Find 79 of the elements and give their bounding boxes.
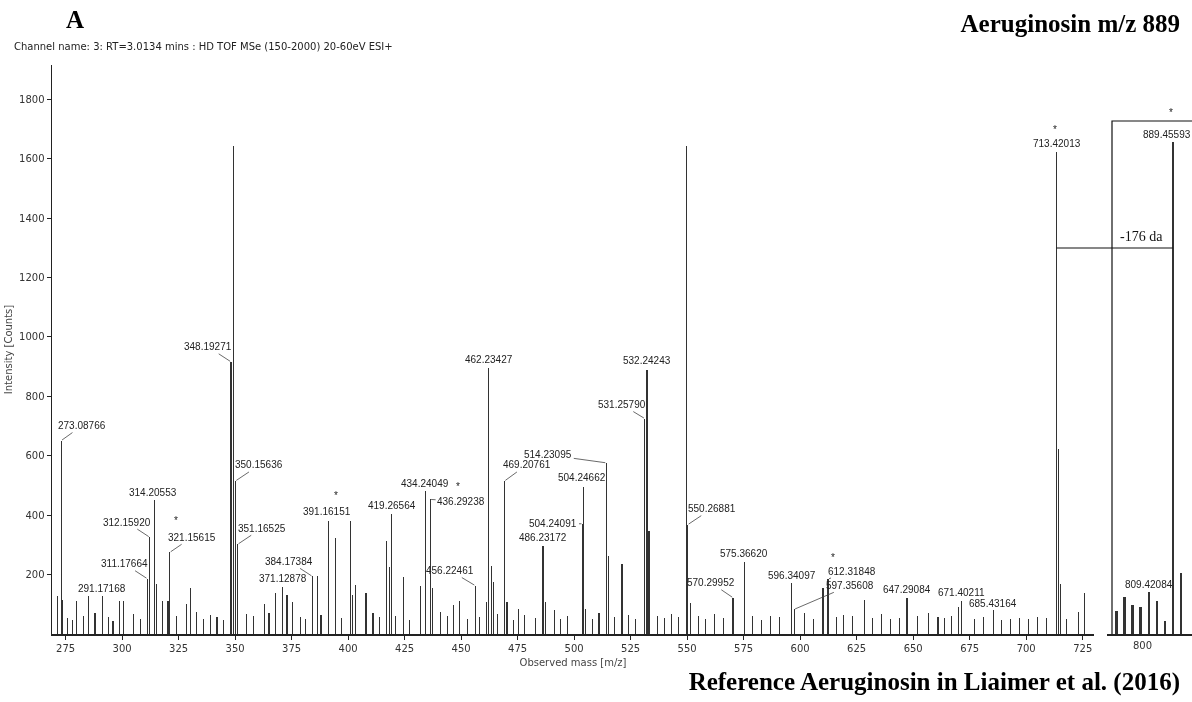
bar bbox=[1123, 597, 1126, 634]
x-tick-label: 300 bbox=[112, 642, 132, 654]
x-tick-label: 525 bbox=[621, 642, 641, 654]
text: 800 bbox=[1133, 640, 1153, 651]
annotation: 312.15920 bbox=[103, 517, 151, 528]
annotation: 371.12878 bbox=[259, 573, 307, 584]
x-tick-label: 325 bbox=[169, 642, 189, 654]
annotation: 550.26881 bbox=[688, 503, 736, 514]
x-tick-label: 625 bbox=[847, 642, 867, 654]
annotation: 647.29084 bbox=[883, 584, 931, 595]
x-tick-label: 425 bbox=[395, 642, 415, 654]
x-tick-label: 400 bbox=[338, 642, 358, 654]
annotation: 419.26564 bbox=[368, 500, 416, 511]
x-tick-label: 475 bbox=[508, 642, 528, 654]
y-tick-label: 1000 bbox=[19, 331, 45, 343]
y-tick-label: 1600 bbox=[19, 153, 45, 165]
annotation: * bbox=[1169, 107, 1173, 118]
annotation: * bbox=[831, 552, 835, 563]
annotation: 462.23427 bbox=[465, 354, 513, 365]
annotation: 504.24091 bbox=[529, 518, 577, 529]
x-tick-label: 350 bbox=[225, 642, 245, 654]
annotation: 531.25790 bbox=[598, 399, 646, 410]
y-tick-label: 400 bbox=[25, 509, 45, 521]
annotation: 469.20761 bbox=[503, 459, 551, 470]
x-tick-label: 725 bbox=[1073, 642, 1093, 654]
annotation: * bbox=[1053, 124, 1057, 135]
annotation: * bbox=[456, 481, 460, 492]
y-tick-label: 200 bbox=[25, 569, 45, 581]
x-tick-label: 600 bbox=[790, 642, 810, 654]
y-axis-title: Intensity [Counts] bbox=[3, 304, 15, 395]
x-tick-label: 700 bbox=[1016, 642, 1036, 654]
annotation: 436.29238 bbox=[437, 496, 485, 507]
text: A bbox=[66, 6, 85, 34]
annotation: 348.19271 bbox=[184, 341, 232, 352]
x-tick-label: 375 bbox=[282, 642, 302, 654]
bar bbox=[1115, 611, 1118, 634]
annotation: 486.23172 bbox=[519, 532, 567, 543]
annotation: 685.43164 bbox=[969, 598, 1017, 609]
annotation: 311.17664 bbox=[101, 558, 148, 569]
annotation: 713.42013 bbox=[1033, 138, 1081, 149]
annotation: * bbox=[334, 490, 338, 501]
annotation: 273.08766 bbox=[58, 420, 106, 431]
annotation: 314.20553 bbox=[129, 487, 177, 498]
annotation: 612.31848 bbox=[828, 566, 876, 577]
annotation: 671.40211 bbox=[938, 587, 985, 598]
x-tick-label: 675 bbox=[960, 642, 980, 654]
annotation: 809.42084 bbox=[1125, 579, 1173, 590]
x-axis-title: Observed mass [m/z] bbox=[519, 656, 627, 668]
annotation: 321.15615 bbox=[168, 532, 216, 543]
annotation: 596.34097 bbox=[768, 570, 816, 581]
annotation: 532.24243 bbox=[623, 355, 671, 366]
y-tick-label: 1400 bbox=[19, 212, 45, 224]
bar bbox=[1131, 604, 1134, 634]
annotation: 391.16151 bbox=[303, 506, 351, 517]
y-tick-label: 1800 bbox=[19, 93, 45, 105]
chart-subtitle: Channel name: 3: RT=3.0134 mins : HD TOF MSe (150-2000) 20-60eV ESI+ bbox=[14, 41, 393, 52]
bar bbox=[1139, 606, 1142, 634]
annotation: 434.24049 bbox=[401, 478, 449, 489]
annotation: * bbox=[174, 515, 178, 526]
annotation: 350.15636 bbox=[235, 459, 283, 470]
x-tick-label: 550 bbox=[677, 642, 697, 654]
annotation: 514.23095 bbox=[524, 449, 572, 460]
annotation: 504.24662 bbox=[558, 472, 606, 483]
annotation: 384.17384 bbox=[265, 556, 313, 567]
y-tick-label: 600 bbox=[25, 450, 45, 462]
text: Reference Aeruginosin in Liaimer et al. (2016) bbox=[688, 668, 1180, 696]
annotation: -176 da bbox=[1120, 229, 1163, 245]
chart-title: Aeruginosin m/z 889 bbox=[960, 10, 1180, 38]
annotation: 575.36620 bbox=[720, 548, 768, 559]
annotation: 291.17168 bbox=[78, 583, 126, 594]
x-tick-label: 650 bbox=[903, 642, 923, 654]
annotation: 351.16525 bbox=[238, 523, 286, 534]
x-tick-label: 450 bbox=[451, 642, 471, 654]
x-tick-label: 275 bbox=[56, 642, 76, 654]
y-tick-label: 1200 bbox=[19, 271, 45, 283]
annotation: 889.45593 bbox=[1143, 129, 1191, 140]
x-tick-label: 575 bbox=[734, 642, 754, 654]
x-tick-label: 500 bbox=[564, 642, 584, 654]
y-tick-label: 800 bbox=[25, 390, 45, 402]
